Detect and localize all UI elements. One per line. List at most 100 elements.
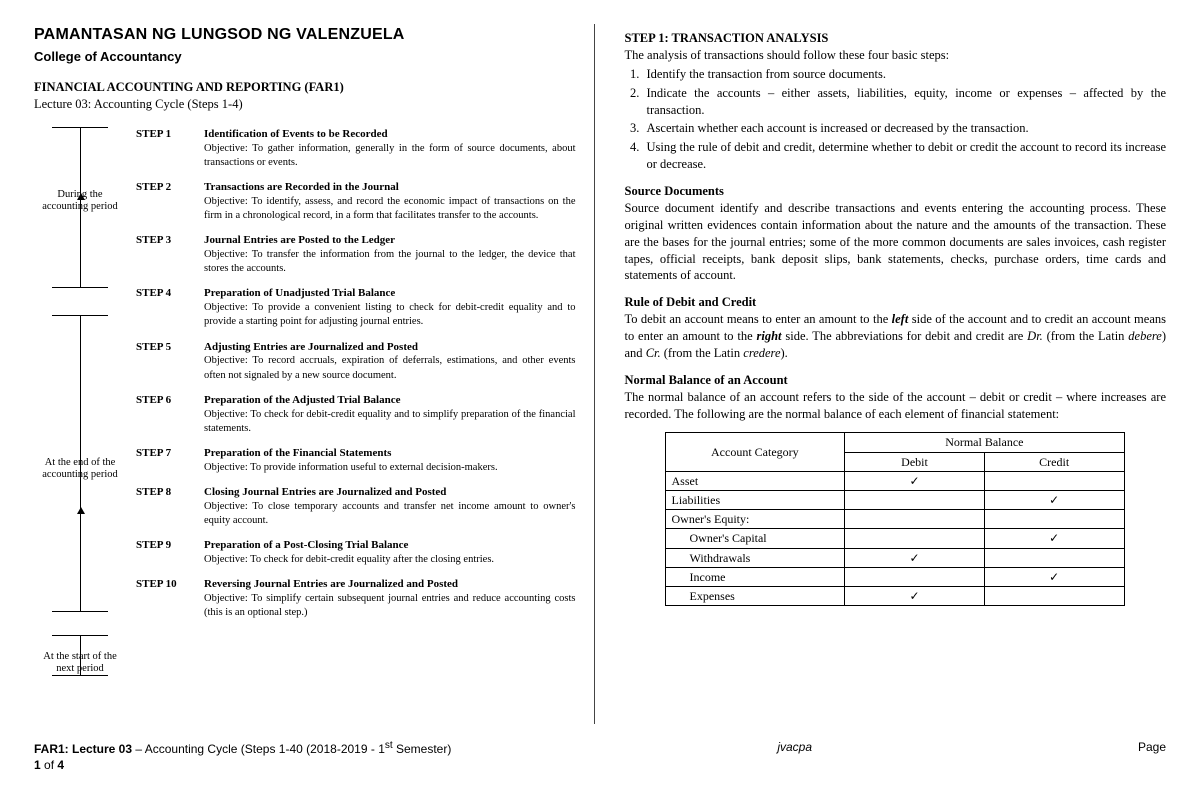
table-row: Expenses✓ xyxy=(665,586,1124,605)
footer-page-total: 4 xyxy=(57,758,64,772)
step-number: STEP 2 xyxy=(136,180,190,223)
table-row: Withdrawals✓ xyxy=(665,548,1124,567)
step-body: Preparation of a Post-Closing Trial Bala… xyxy=(204,538,494,567)
step-body: Preparation of the Financial StatementsO… xyxy=(204,446,498,475)
cell-credit xyxy=(984,586,1124,605)
step-number: STEP 7 xyxy=(136,446,190,475)
step-number: STEP 9 xyxy=(136,538,190,567)
university-name: PAMANTASAN NG LUNGSOD NG VALENZUELA xyxy=(34,24,576,46)
cell-debit xyxy=(845,510,985,529)
footer-text: of xyxy=(41,758,58,772)
cell-debit xyxy=(845,490,985,509)
cell-category: Income xyxy=(665,567,845,586)
step-number: STEP 8 xyxy=(136,485,190,528)
th-debit: Debit xyxy=(845,452,985,471)
steps-list: STEP 1 Identification of Events to be Rec… xyxy=(136,127,576,631)
rule-text: side. The abbreviations for debit and cr… xyxy=(782,329,1028,343)
table-row: Asset✓ xyxy=(665,471,1124,490)
timeline: During the accounting period At the end … xyxy=(34,127,126,631)
step-row: STEP 10Reversing Journal Entries are Jou… xyxy=(136,577,576,620)
lecture-title: Lecture 03: Accounting Cycle (Steps 1-4) xyxy=(34,96,576,113)
step-row: STEP 4 Preparation of Unadjusted Trial Ba… xyxy=(136,286,576,329)
step-number: STEP 1 xyxy=(136,127,190,170)
footer-page-current: 1 xyxy=(34,758,41,772)
normal-balance-tbody: Asset✓Liabilities✓Owner's Equity:Owner's… xyxy=(665,471,1124,605)
step-objective: Objective: To check for debit-credit equ… xyxy=(204,553,494,567)
table-row: Income ✓ xyxy=(665,567,1124,586)
step-title: Identification of Events to be Recorded xyxy=(204,127,576,142)
step-title: Closing Journal Entries are Journalized … xyxy=(204,485,576,500)
footer-sup: st xyxy=(385,740,393,751)
step-body: Reversing Journal Entries are Journalize… xyxy=(204,577,576,620)
normal-balance-body: The normal balance of an account refers … xyxy=(625,389,1167,423)
college-name: College of Accountancy xyxy=(34,48,576,66)
step-title: Reversing Journal Entries are Journalize… xyxy=(204,577,576,592)
step-number: STEP 6 xyxy=(136,393,190,436)
step-body: Identification of Events to be RecordedO… xyxy=(204,127,576,170)
course-title: FINANCIAL ACCOUNTING AND REPORTING (FAR1… xyxy=(34,79,576,96)
cell-credit: ✓ xyxy=(984,490,1124,509)
cell-category: Expenses xyxy=(665,586,845,605)
cell-category: Withdrawals xyxy=(665,548,845,567)
step-body: Preparation of Unadjusted Trial BalanceO… xyxy=(204,286,576,329)
step-title: Preparation of the Financial Statements xyxy=(204,446,498,461)
step-objective: Objective: To close temporary accounts a… xyxy=(204,500,576,528)
cell-debit: ✓ xyxy=(845,471,985,490)
step-number: STEP 4 xyxy=(136,286,190,329)
step-title: Transactions are Recorded in the Journal xyxy=(204,180,576,195)
table-row: Owner's Equity: xyxy=(665,510,1124,529)
step-body: Adjusting Entries are Journalized and Po… xyxy=(204,340,576,383)
rule-cr: Cr. xyxy=(646,346,661,360)
step-objective: Objective: To provide information useful… xyxy=(204,461,498,475)
cell-category: Owner's Equity: xyxy=(665,510,845,529)
step-objective: Objective: To simplify certain subsequen… xyxy=(204,592,576,620)
cell-category: Liabilities xyxy=(665,490,845,509)
rule-credere: credere xyxy=(743,346,780,360)
step-row: STEP 5Adjusting Entries are Journalized … xyxy=(136,340,576,383)
step-body: Closing Journal Entries are Journalized … xyxy=(204,485,576,528)
table-row: Owner's Capital✓ xyxy=(665,529,1124,548)
source-docs-body: Source document identify and describe tr… xyxy=(625,200,1167,284)
section-step1-head: STEP 1: TRANSACTION ANALYSIS xyxy=(625,30,1167,47)
step-objective: Objective: To identify, assess, and reco… xyxy=(204,195,576,223)
footer-lecture-code: FAR1: Lecture 03 xyxy=(34,742,132,756)
step-row: STEP 1 Identification of Events to be Rec… xyxy=(136,127,576,170)
th-normal-balance: Normal Balance xyxy=(845,433,1124,452)
cell-debit xyxy=(845,529,985,548)
rule-body: To debit an account means to enter an am… xyxy=(625,311,1167,362)
cell-credit xyxy=(984,471,1124,490)
footer-author: jvacpa xyxy=(777,739,812,773)
step-body: Transactions are Recorded in the Journal… xyxy=(204,180,576,223)
rule-text: ). xyxy=(781,346,788,360)
normal-balance-table: Account Category Normal Balance Debit Cr… xyxy=(665,432,1125,606)
cell-debit: ✓ xyxy=(845,548,985,567)
rule-text: (from the Latin xyxy=(1043,329,1128,343)
right-column: STEP 1: TRANSACTION ANALYSIS The analysi… xyxy=(619,24,1167,724)
rule-right: right xyxy=(757,329,782,343)
footer-text: Semester) xyxy=(393,742,452,756)
rule-dr: Dr. xyxy=(1027,329,1043,343)
step1-list-item: Ascertain whether each account is increa… xyxy=(643,120,1167,137)
step1-list-item: Identify the transaction from source doc… xyxy=(643,66,1167,83)
cell-credit: ✓ xyxy=(984,567,1124,586)
th-category: Account Category xyxy=(665,433,845,471)
footer-left: FAR1: Lecture 03 – Accounting Cycle (Ste… xyxy=(34,739,451,773)
step-row: STEP 6Preparation of the Adjusted Trial … xyxy=(136,393,576,436)
step-objective: Objective: To gather information, genera… xyxy=(204,142,576,170)
step-number: STEP 3 xyxy=(136,233,190,276)
footer-right: Page xyxy=(1138,739,1166,773)
timeline-label-next: At the start of the next period xyxy=(34,651,126,676)
timeline-label-end: At the end of the accounting period xyxy=(34,457,126,482)
step-objective: Objective: To record accruals, expiratio… xyxy=(204,354,576,382)
step1-list-item: Indicate the accounts – either assets, l… xyxy=(643,85,1167,119)
cell-debit xyxy=(845,567,985,586)
normal-balance-head: Normal Balance of an Account xyxy=(625,372,1167,389)
cell-category: Asset xyxy=(665,471,845,490)
page-footer: FAR1: Lecture 03 – Accounting Cycle (Ste… xyxy=(34,739,1166,773)
cell-debit: ✓ xyxy=(845,586,985,605)
page-columns: PAMANTASAN NG LUNGSOD NG VALENZUELA Coll… xyxy=(34,24,1166,724)
cell-credit: ✓ xyxy=(984,529,1124,548)
step-title: Preparation of Unadjusted Trial Balance xyxy=(204,286,576,301)
step-title: Adjusting Entries are Journalized and Po… xyxy=(204,340,576,355)
rule-left: left xyxy=(892,312,909,326)
